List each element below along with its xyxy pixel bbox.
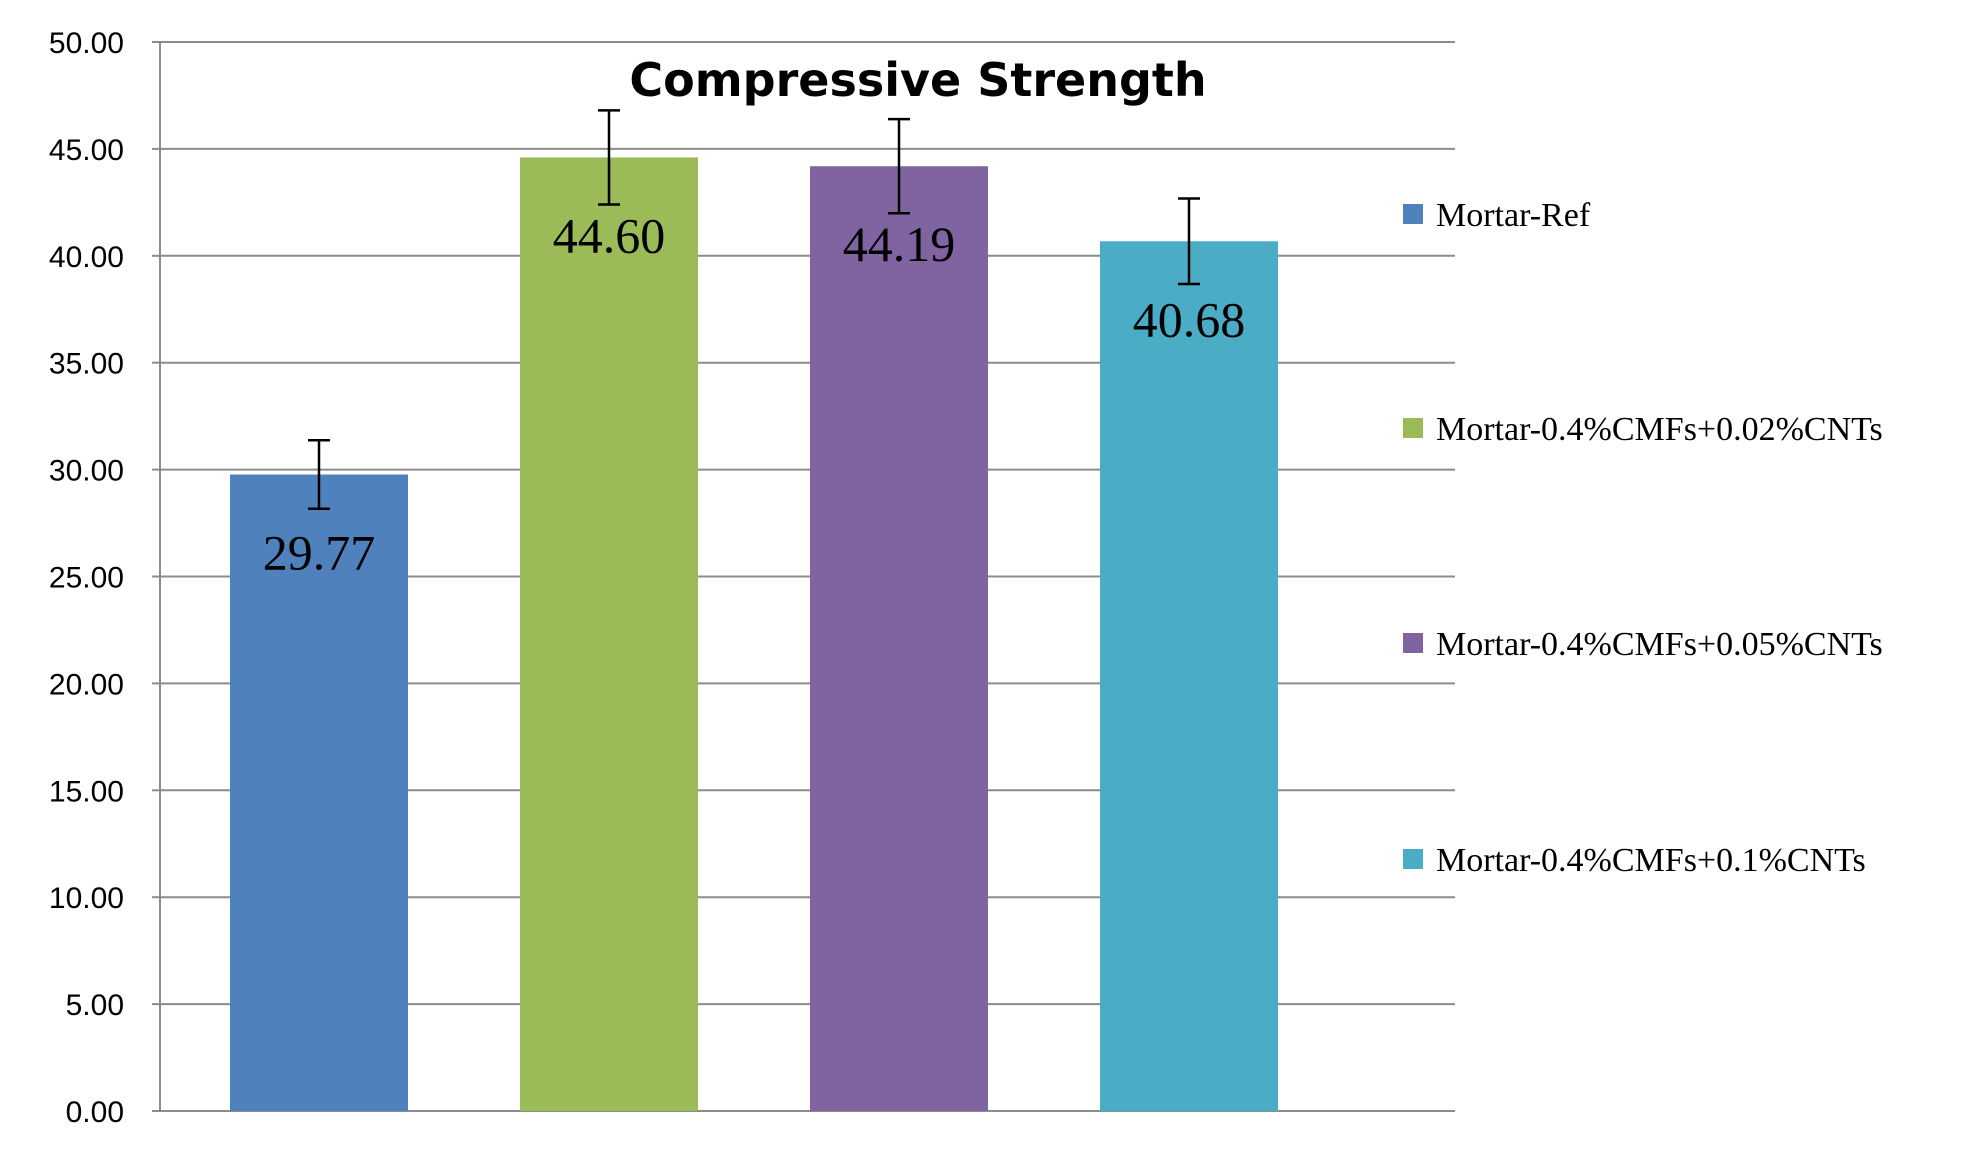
data-label-1: 44.60 [553,207,666,263]
legend-swatch-0 [1403,204,1423,224]
y-tick-label-2: 10.00 [49,882,124,915]
bars [230,157,1278,1112]
legend-swatch-1 [1403,418,1423,438]
legend-label-0: Mortar-Ref [1436,197,1591,234]
y-tick-label-10: 50.00 [49,27,124,60]
y-tick-label-8: 40.00 [49,241,124,274]
y-tick-label-4: 20.00 [49,668,124,701]
y-axis: 0.00 5.00 10.00 15.00 20.00 25.00 30.00 35.00 40… [49,27,161,1129]
data-label-0: 29.77 [263,525,376,581]
legend-swatch-3 [1403,849,1423,869]
legend-swatch-2 [1403,633,1423,653]
data-label-3: 40.68 [1133,291,1246,347]
y-tick-label-3: 15.00 [49,775,124,808]
y-tick-label-5: 25.00 [49,562,124,595]
error-bars [308,109,1200,510]
legend-label-3: Mortar-0.4%CMFs+0.1%CNTs [1436,842,1866,879]
legend-label-2: Mortar-0.4%CMFs+0.05%CNTs [1436,626,1883,663]
bar-1 [520,157,698,1111]
bar-3 [1100,241,1278,1111]
chart-title: Compressive Strength [629,53,1206,107]
legend-label-1: Mortar-0.4%CMFs+0.02%CNTs [1436,411,1883,448]
data-label-2: 44.19 [843,216,956,272]
y-tick-label-1: 5.00 [66,989,124,1022]
data-labels: 29.77 44.60 44.19 40.68 [263,207,1246,580]
y-tick-label-6: 30.00 [49,455,124,488]
y-tick-label-0: 0.00 [66,1096,124,1129]
legend: Mortar-Ref Mortar-0.4%CMFs+0.02%CNTs Morta… [1403,197,1883,879]
bar-0 [230,474,408,1111]
bar-2 [810,166,988,1112]
y-tick-label-7: 35.00 [49,348,124,381]
y-tick-label-9: 45.00 [49,134,124,167]
